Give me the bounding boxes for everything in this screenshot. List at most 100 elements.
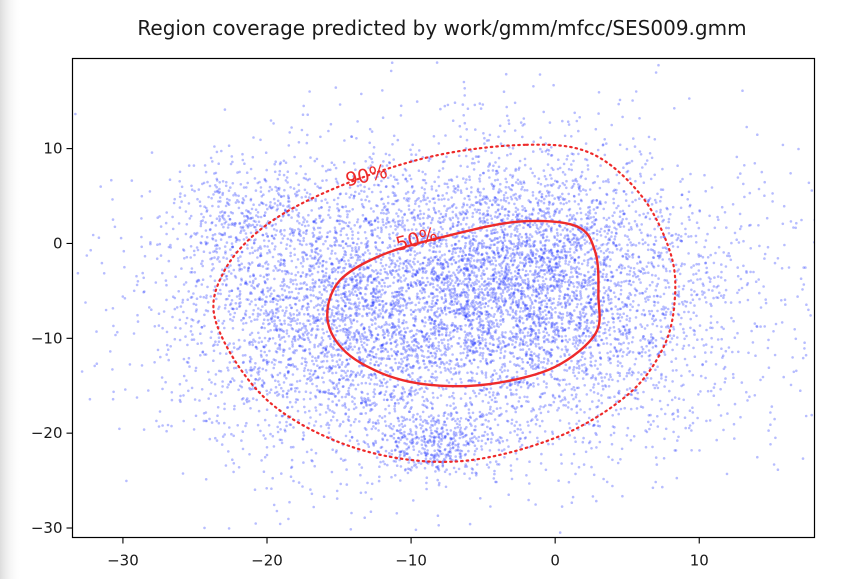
scatter-point — [554, 333, 557, 336]
scatter-point — [408, 197, 411, 200]
scatter-point — [433, 313, 436, 317]
scatter-point — [347, 415, 351, 419]
scatter-point — [802, 283, 806, 286]
scatter-point — [845, 387, 848, 390]
scatter-point — [388, 411, 391, 415]
scatter-point — [507, 265, 511, 269]
scatter-point — [491, 262, 495, 266]
scatter-point — [416, 545, 419, 548]
scatter-point — [539, 226, 542, 229]
scatter-point — [524, 314, 528, 318]
scatter-point — [475, 201, 479, 204]
scatter-point — [268, 185, 272, 189]
scatter-point — [299, 165, 303, 168]
scatter-point — [360, 398, 364, 402]
scatter-point — [623, 280, 626, 283]
scatter-point — [212, 349, 216, 353]
scatter-point — [546, 362, 549, 365]
scatter-point — [644, 162, 647, 166]
scatter-point — [677, 295, 681, 298]
scatter-point — [701, 363, 704, 366]
scatter-point — [411, 415, 415, 419]
scatter-point — [799, 389, 802, 393]
scatter-point — [736, 176, 740, 179]
scatter-point — [546, 284, 549, 288]
scatter-point — [110, 178, 113, 182]
scatter-point — [572, 397, 575, 401]
scatter-point — [403, 167, 407, 171]
scatter-point — [452, 391, 455, 395]
scatter-point — [402, 345, 406, 349]
scatter-point — [578, 310, 582, 314]
scatter-point — [638, 292, 642, 295]
scatter-point — [667, 326, 671, 330]
scatter-point — [765, 216, 769, 220]
scatter-point — [185, 255, 189, 259]
scatter-point — [361, 213, 365, 217]
scatter-point — [410, 313, 413, 316]
scatter-point — [466, 286, 470, 289]
scatter-point — [532, 150, 535, 153]
scatter-point — [661, 485, 664, 489]
scatter-point — [382, 304, 385, 307]
scatter-point — [279, 219, 283, 222]
scatter-point — [423, 191, 427, 195]
scatter-point — [188, 365, 191, 368]
scatter-point — [175, 306, 179, 309]
scatter-point — [550, 325, 554, 328]
scatter-point — [523, 378, 526, 382]
scatter-point — [543, 340, 546, 344]
scatter-point — [474, 300, 478, 304]
scatter-point — [506, 369, 510, 372]
scatter-point — [699, 277, 702, 281]
scatter-point — [305, 141, 309, 145]
scatter-point — [401, 173, 405, 177]
scatter-point — [665, 206, 668, 210]
scatter-point — [571, 495, 575, 499]
scatter-point — [783, 243, 786, 247]
scatter-point — [657, 381, 661, 384]
scatter-point — [343, 280, 347, 283]
scatter-point — [632, 435, 636, 438]
scatter-point — [359, 337, 363, 341]
scatter-point — [342, 266, 345, 270]
scatter-point — [613, 337, 617, 340]
scatter-point — [303, 313, 306, 316]
scatter-point — [657, 277, 660, 280]
scatter-point — [499, 283, 502, 286]
scatter-point — [401, 297, 405, 301]
scatter-point — [308, 90, 311, 93]
scatter-point — [496, 237, 500, 240]
scatter-point — [440, 323, 443, 326]
scatter-point — [510, 232, 513, 236]
scatter-point — [585, 321, 589, 325]
scatter-point — [538, 407, 541, 411]
scatter-point — [520, 367, 523, 370]
scatter-point — [263, 326, 266, 330]
scatter-point — [691, 406, 694, 410]
scatter-point — [539, 313, 542, 316]
scatter-point — [582, 463, 586, 466]
scatter-point — [662, 266, 665, 269]
scatter-point — [218, 232, 221, 235]
scatter-point — [582, 311, 585, 315]
scatter-point — [648, 197, 652, 200]
scatter-point — [475, 372, 479, 376]
scatter-point — [591, 400, 594, 403]
scatter-point — [590, 364, 593, 368]
scatter-point — [589, 304, 592, 308]
scatter-point — [830, 352, 833, 355]
scatter-point — [425, 283, 428, 287]
scatter-point — [605, 342, 609, 345]
scatter-point — [260, 340, 264, 344]
scatter-point — [690, 288, 693, 292]
scatter-point — [606, 309, 610, 313]
scatter-point — [487, 323, 490, 327]
scatter-point — [135, 396, 139, 399]
scatter-point — [526, 395, 529, 399]
scatter-point — [746, 399, 749, 402]
scatter-point — [365, 433, 369, 437]
scatter-point — [291, 327, 295, 331]
scatter-point — [499, 368, 502, 372]
scatter-point — [664, 375, 668, 379]
